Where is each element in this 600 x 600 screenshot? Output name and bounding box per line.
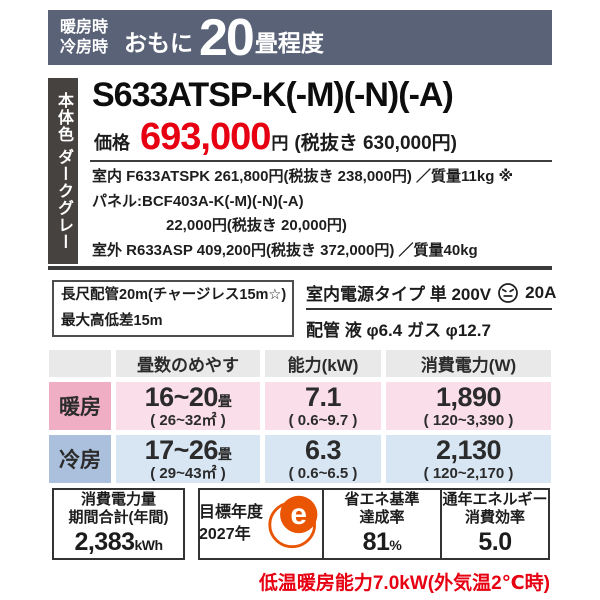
apf-value: 5.0 [478,528,512,556]
heating-capacity-cell: 7.1 ( 0.6~9.7 ) [265,382,381,430]
energy-standard-unit: % [389,537,402,553]
heating-power-cell: 1,890 ( 120~3,390 ) [386,382,551,430]
apf-label1: 通年エネルギー [442,491,548,508]
row-label-heating: 暖房 [49,382,111,430]
cooling-capacity-value: 6.3 [304,435,342,466]
cooling-capacity-range: ( 0.6~6.5 ) [288,464,358,482]
heating-area-cell: 16~20畳 ( 26~32㎡ ) [116,382,260,430]
annual-consumption-unit: kWh [134,537,164,553]
energy-saving-emark-icon: e [267,491,323,556]
mode-labels: 暖房時 冷房時 [60,18,108,56]
power-divider [306,308,552,310]
apf-box: 通年エネルギー 消費効率 5.0 [440,488,550,560]
power-info: 室内電源タイプ 単 200V 20A 配管 液 φ6.4 ガス φ12.7 [306,279,556,341]
annual-consumption-label1: 消費電力量 [80,491,156,508]
price-divider [90,160,552,162]
capacity-banner: 暖房時 冷房時 おもに 20 畳程度 [48,10,552,65]
model-number: S633ATSP-K(-M)(-N)(-A) [92,76,454,114]
cooling-area-value: 17~26 [144,435,219,466]
energy-standard-label2: 達成率 [359,509,405,526]
tatami-size-number: 20 [199,8,255,67]
cooling-capacity-cell: 6.3 ( 0.6~6.5 ) [265,435,381,483]
power-amperage: 20A [525,282,557,302]
energy-standard-label1: 省エネ基準 [344,491,420,508]
tatami-size-unit: 畳程度 [254,30,324,56]
cooling-area-cell: 17~26畳 ( 29~43㎡ ) [116,435,260,483]
heating-capacity-range: ( 0.6~9.7 ) [288,411,358,429]
body-color-strip: 本体色 ダークグレー [48,78,78,264]
heating-area-range: ( 26~32㎡ ) [150,411,226,429]
annual-consumption-box: 消費電力量 期間合計(年間) 2,383kWh [52,488,185,560]
panel-price-line: 22,000円(税抜き 20,000円) [166,217,347,234]
low-temp-heating-footnote: 低温暖房能力7.0kW(外気温2℃時) [258,573,550,594]
long-piping-line: 長尺配管20m(チャージレス15m☆) [61,287,287,304]
price-value: 693,000 [140,116,271,158]
target-year-label: 目標年度 [199,503,264,521]
cooling-area-range: ( 29~43㎡ ) [150,464,226,482]
section-divider [48,266,552,270]
apf-label2: 消費効率 [464,509,525,526]
power-supply-line: 室内電源タイプ 単 200V 20A [306,279,556,306]
heating-capacity-value: 7.1 [304,382,342,413]
energy-standard-box: 省エネ基準 達成率 81% [322,488,442,560]
row-label-cooling: 冷房 [49,435,111,483]
target-year-value: 2027年 [199,526,251,543]
cooling-power-value: 2,130 [435,435,502,466]
col-header-capacity: 能力(kW) [265,350,381,377]
target-year-box: 目標年度 2027年 e [198,488,324,560]
heating-power-range: ( 120~3,390 ) [423,411,514,429]
cooling-mode-label: 冷房時 [60,38,109,56]
outdoor-unit-line: 室外 R633ASP 409,200円(税抜き 372,000円) ／質量40k… [92,241,478,259]
pipe-diameter-line: 配管 液 φ6.4 ガス φ12.7 [306,321,491,340]
heating-mode-label: 暖房時 [60,19,109,37]
heating-power-value: 1,890 [435,382,502,413]
price-row: 価格 693,000 円 (税抜き 630,000円) [94,116,457,159]
cooling-power-range: ( 120~2,170 ) [423,464,514,482]
price-yen-suffix: 円 [271,134,289,153]
mainly-label: おもに [124,30,194,56]
col-header-area: 畳数のめやす [116,350,260,377]
price-label: 価格 [94,133,130,153]
piping-info-box: 長尺配管20m(チャージレス15m☆) 最大高低差15m [52,280,294,337]
panel-line: パネル:BCF403A-K(-M)(-N)(-A) [92,192,304,210]
svg-text:e: e [290,498,307,531]
annual-consumption-label2: 期間合計(年間) [68,509,169,526]
energy-standard-value: 81 [362,528,390,556]
component-price-lines: 室内 F633ATSPK 261,800円(税抜き 238,000円) ／質量1… [92,165,554,263]
cooling-power-cell: 2,130 ( 120~2,170 ) [386,435,551,483]
table-corner-cell [49,350,111,377]
power-supply-label: 室内電源タイプ 単 200V [306,285,492,304]
col-header-power: 消費電力(W) [386,350,551,377]
annual-consumption-value: 2,383 [74,528,135,556]
max-height-diff-line: 最大高低差15m [61,312,163,329]
heating-area-value: 16~20 [144,382,219,413]
price-tax-excluded: (税抜き 630,000円) [294,133,457,154]
indoor-unit-line: 室内 F633ATSPK 261,800円(税抜き 238,000円) ／質量1… [92,168,514,185]
cooling-area-unit: 畳 [217,446,232,463]
spec-table: 畳数のめやす 能力(kW) 消費電力(W) 暖房 16~20畳 ( 26~32㎡… [49,350,551,483]
outlet-200v-icon [497,282,519,304]
heating-area-unit: 畳 [217,393,232,410]
